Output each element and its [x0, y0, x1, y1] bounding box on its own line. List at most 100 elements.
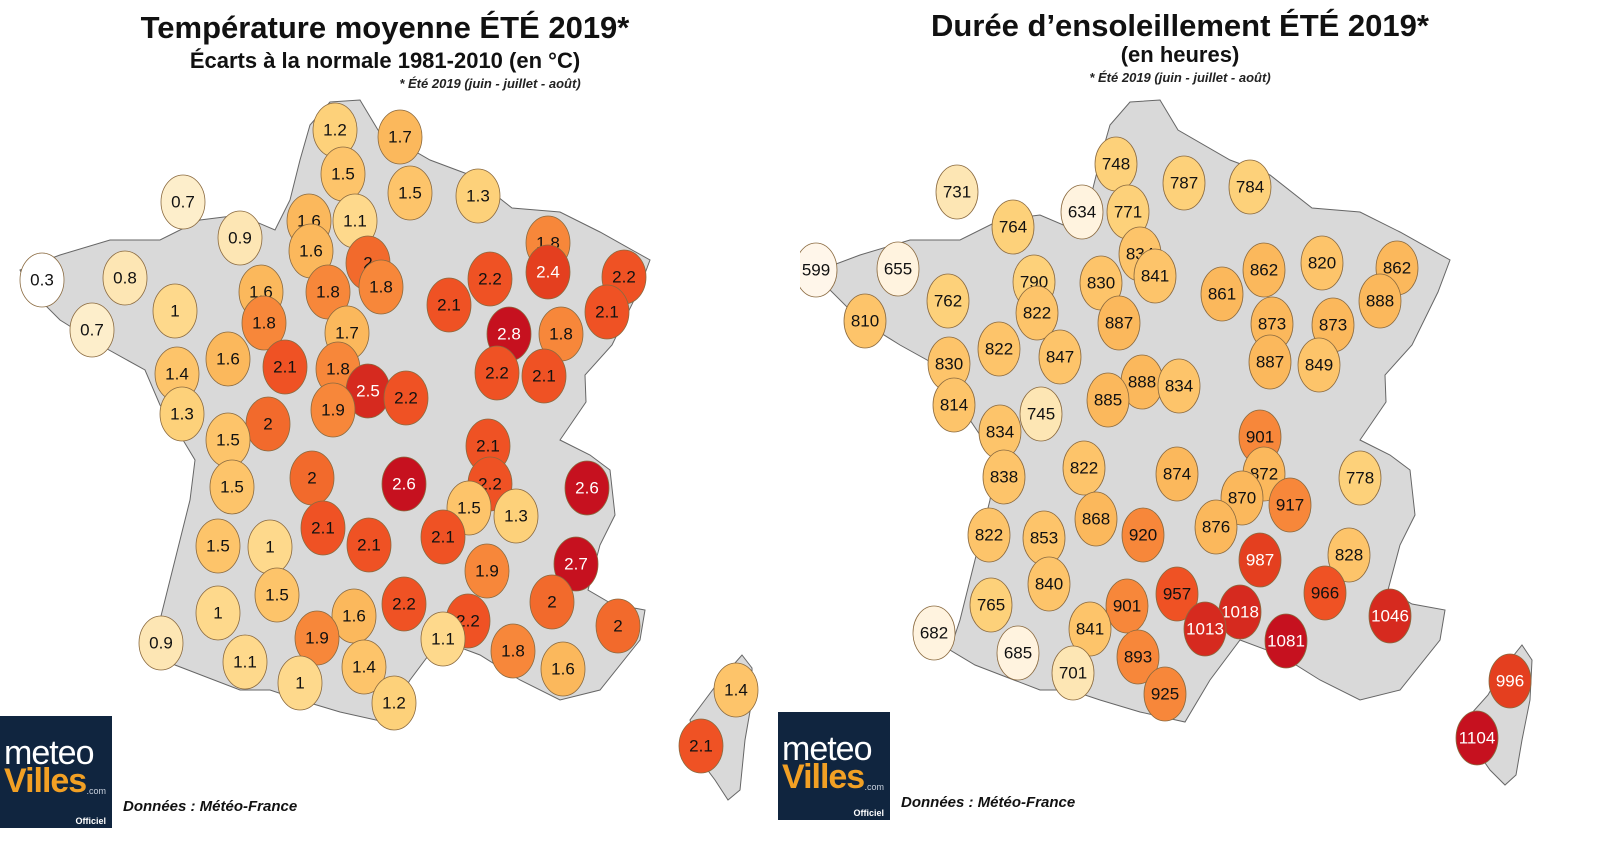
station-marker: 1.9: [294, 610, 340, 666]
map-note: * Été 2019 (juin - juillet - août): [399, 76, 581, 91]
station-marker-ellipse: [490, 623, 536, 679]
station-marker-ellipse: [935, 164, 979, 220]
station-marker-ellipse: [358, 259, 404, 315]
station-marker-ellipse: [474, 345, 520, 401]
station-marker-ellipse: [160, 174, 206, 230]
station-marker: 685: [996, 625, 1040, 681]
station-marker: 920: [1121, 507, 1165, 563]
station-marker: 1.5: [209, 459, 255, 515]
station-marker: 1: [247, 519, 293, 575]
station-value-label: 1.8: [252, 314, 276, 333]
station-marker-ellipse: [1297, 337, 1341, 393]
station-value-label: 1.9: [321, 401, 345, 420]
station-marker-ellipse: [341, 639, 387, 695]
meteovilles-logo: meteo Villes .com Officiel: [0, 716, 112, 828]
station-marker: 731: [935, 164, 979, 220]
station-marker-ellipse: [912, 605, 956, 661]
station-marker: 0.9: [217, 210, 263, 266]
station-marker: 1.5: [387, 165, 433, 221]
station-marker-ellipse: [383, 370, 429, 426]
station-marker-ellipse: [977, 321, 1021, 377]
station-marker-ellipse: [996, 625, 1040, 681]
station-marker: 822: [1062, 440, 1106, 496]
station-value-label: 701: [1059, 664, 1087, 683]
station-marker-ellipse: [713, 662, 759, 718]
station-value-label: 966: [1311, 584, 1339, 603]
station-marker: 925: [1143, 666, 1187, 722]
station-value-label: 1.6: [216, 350, 240, 369]
station-marker-ellipse: [387, 165, 433, 221]
station-value-label: 1.6: [551, 660, 575, 679]
station-value-label: 1.3: [466, 187, 490, 206]
station-marker-ellipse: [1097, 295, 1141, 351]
station-marker: 2.7: [553, 536, 599, 592]
station-value-label: 2.8: [497, 325, 521, 344]
station-marker: 0.7: [160, 174, 206, 230]
station-value-label: 834: [1165, 377, 1193, 396]
station-marker: 1.1: [332, 193, 378, 249]
station-marker: 2.1: [426, 277, 472, 333]
station-marker: 599: [800, 242, 838, 298]
station-marker: 822: [967, 507, 1011, 563]
station-value-label: 1: [265, 538, 274, 557]
station-marker: 778: [1338, 450, 1382, 506]
map-subtitle: Écarts à la normale 1981-2010 (en °C): [189, 48, 581, 73]
station-marker-ellipse: [1051, 645, 1095, 701]
station-marker: 2.1: [584, 284, 630, 340]
station-marker: 1.6: [331, 588, 377, 644]
station-value-label: 1.8: [326, 360, 350, 379]
station-marker-ellipse: [800, 242, 838, 298]
logo-text-officiel: Officiel: [75, 816, 106, 826]
station-value-label: 868: [1082, 510, 1110, 529]
map-title: Température moyenne ÉTÉ 2019*: [140, 10, 630, 45]
station-marker-ellipse: [1086, 372, 1130, 428]
station-marker-ellipse: [1368, 588, 1412, 644]
station-marker-ellipse: [138, 615, 184, 671]
station-value-label: 873: [1319, 316, 1347, 335]
station-marker: 2: [595, 598, 641, 654]
sunshine-station-markers: 748 787 784 731 634 771 764 834 599 655 862 820 862 8…: [800, 136, 1532, 766]
station-marker: 2.1: [521, 348, 567, 404]
station-value-label: 1: [213, 604, 222, 623]
station-marker: 840: [1027, 556, 1071, 612]
station-marker-ellipse: [1268, 477, 1312, 533]
station-marker: 682: [912, 605, 956, 661]
station-value-label: 2: [547, 593, 556, 612]
station-value-label: 1.2: [382, 694, 406, 713]
station-value-label: 838: [990, 468, 1018, 487]
station-marker-ellipse: [991, 199, 1035, 255]
station-value-label: 814: [940, 396, 968, 415]
temperature-station-markers: 1.2 1.7 1.5 1.5 1.3 0.7 1.6 1.1 0.9 1.8 1.6 2 2.2 2.4…: [19, 102, 759, 774]
data-source: Données : Météo-France: [901, 794, 1076, 811]
station-value-label: 1: [295, 674, 304, 693]
france-mainland-shape: [819, 99, 1451, 723]
station-marker: 1.1: [420, 611, 466, 667]
station-marker-ellipse: [300, 500, 346, 556]
station-value-label: 2: [263, 415, 272, 434]
station-value-label: 996: [1496, 672, 1524, 691]
sunshine-map-panel: 748 787 784 731 634 771 764 834 599 655 862 820 862 8…: [778, 0, 1600, 843]
station-marker: 2.1: [678, 718, 724, 774]
station-value-label: 1.7: [335, 324, 359, 343]
station-value-label: 2.1: [595, 303, 619, 322]
station-value-label: 1.6: [342, 607, 366, 626]
station-value-label: 2.2: [612, 268, 636, 287]
station-value-label: 1013: [1186, 620, 1224, 639]
station-marker-ellipse: [1038, 329, 1082, 385]
station-marker: 847: [1038, 329, 1082, 385]
station-marker: 1.2: [371, 675, 417, 731]
station-value-label: 0.9: [228, 229, 252, 248]
station-value-label: 834: [986, 423, 1014, 442]
station-marker: 1: [277, 655, 323, 711]
station-value-label: 745: [1027, 405, 1055, 424]
station-value-label: 2: [613, 617, 622, 636]
station-marker: 1.8: [538, 306, 584, 362]
station-marker-ellipse: [102, 250, 148, 306]
station-marker: 0.9: [138, 615, 184, 671]
station-marker: 1.3: [493, 488, 539, 544]
map-subtitle: (en heures): [1120, 42, 1240, 67]
station-marker-ellipse: [876, 241, 920, 297]
station-marker-ellipse: [1264, 613, 1308, 669]
station-value-label: 822: [1070, 459, 1098, 478]
station-marker-ellipse: [843, 293, 887, 349]
